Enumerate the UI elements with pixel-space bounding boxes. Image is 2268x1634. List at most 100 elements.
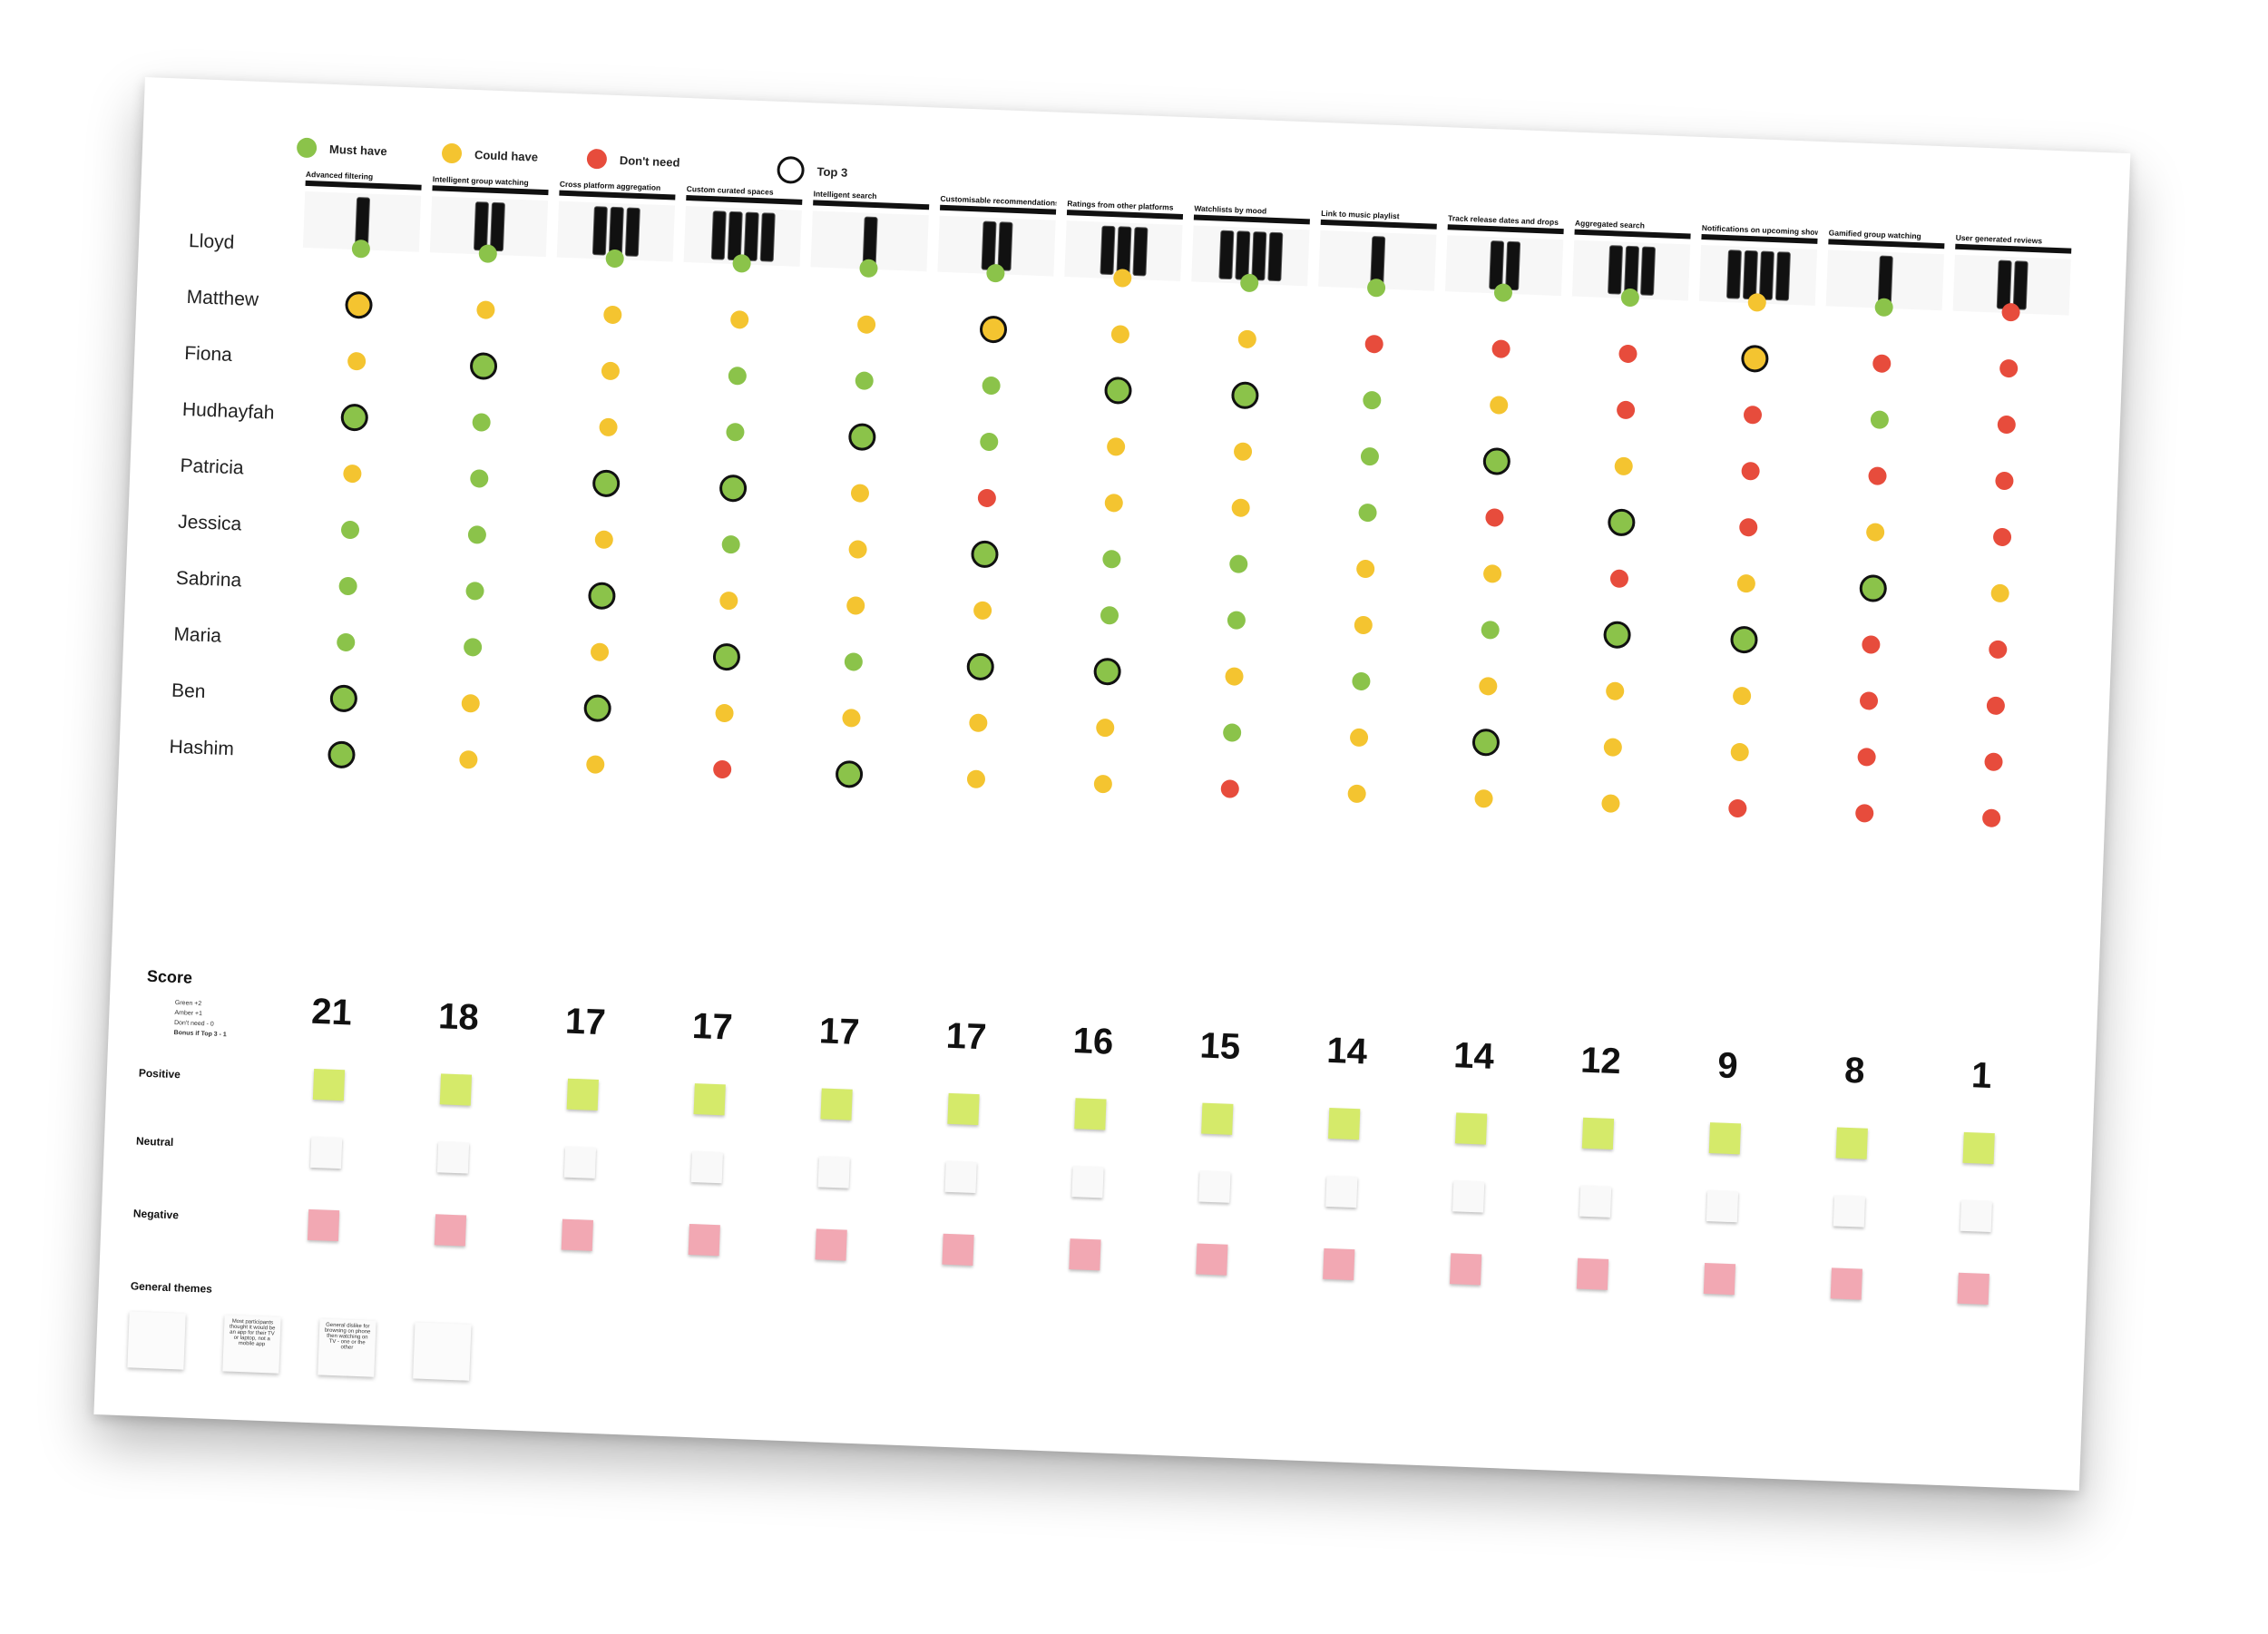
positive-sticky-note[interactable]	[1581, 1117, 1615, 1150]
phone-screen-icon	[489, 201, 505, 252]
positive-sticky-note[interactable]	[1328, 1107, 1361, 1140]
rating-dot	[1095, 718, 1115, 738]
negative-sticky-note[interactable]	[815, 1228, 847, 1261]
rating-dot	[979, 315, 1008, 344]
negative-sticky-note[interactable]	[307, 1208, 340, 1242]
positive-sticky-note[interactable]	[1835, 1127, 1868, 1159]
rating-dot	[1995, 471, 2014, 491]
rating-dot	[1732, 686, 1752, 706]
rating-dot	[1738, 517, 1758, 537]
rating-dot	[1616, 400, 1636, 420]
positive-sticky-note[interactable]	[820, 1088, 853, 1120]
rating-dot	[1478, 676, 1498, 696]
rating-dot	[587, 582, 616, 611]
negative-sticky-note[interactable]	[1957, 1272, 1989, 1305]
neutral-sticky-note[interactable]	[1706, 1190, 1739, 1223]
rating-dot	[1981, 808, 2001, 828]
participant-name: Patricia	[180, 455, 245, 479]
theme-note: Most participants thought it would be an…	[222, 1315, 281, 1374]
theme-note	[413, 1322, 472, 1381]
rating-dot	[1620, 288, 1640, 308]
feature-score: 15	[1198, 1025, 1241, 1068]
must-have-dot-icon	[296, 137, 318, 159]
rating-dot	[1093, 657, 1122, 686]
rating-dot	[1990, 583, 2010, 603]
rating-dot	[1228, 554, 1248, 574]
neutral-sticky-note[interactable]	[1071, 1166, 1104, 1199]
neutral-sticky-note[interactable]	[817, 1156, 850, 1189]
rating-dot	[1727, 798, 1747, 818]
rating-dot	[848, 540, 867, 559]
rating-dot	[968, 713, 988, 733]
neutral-sticky-note[interactable]	[1960, 1199, 1992, 1233]
negative-sticky-note[interactable]	[1576, 1257, 1609, 1290]
rating-dot	[602, 305, 622, 325]
neutral-sticky-note[interactable]	[1325, 1175, 1358, 1208]
legend-label: Top 3	[816, 164, 848, 180]
rating-dot	[1093, 774, 1113, 794]
rating-dot	[1747, 293, 1767, 312]
rating-dot	[1729, 625, 1759, 654]
rating-dot	[1360, 446, 1380, 466]
rating-dot	[585, 755, 605, 774]
rating-dot	[1347, 784, 1367, 804]
negative-sticky-note[interactable]	[1449, 1253, 1482, 1286]
negative-sticky-note[interactable]	[1196, 1243, 1228, 1276]
phone-screen-icon	[727, 210, 743, 261]
neutral-sticky-note[interactable]	[1198, 1170, 1231, 1203]
neutral-sticky-note[interactable]	[1452, 1180, 1485, 1213]
rating-dot	[1870, 410, 1890, 430]
neutral-sticky-note[interactable]	[690, 1151, 723, 1184]
participant-name: Maria	[173, 623, 222, 647]
positive-sticky-note[interactable]	[439, 1073, 473, 1106]
rating-dot	[1471, 728, 1501, 757]
phone-screen-icon	[2012, 260, 2028, 310]
rating-dot	[732, 254, 751, 273]
participant-name: Fiona	[183, 342, 233, 366]
neutral-sticky-note[interactable]	[563, 1146, 597, 1179]
rating-dot	[1603, 621, 1632, 650]
negative-sticky-note[interactable]	[434, 1214, 467, 1247]
phone-screen-icon	[1504, 240, 1520, 291]
neutral-sticky-note[interactable]	[1579, 1185, 1612, 1218]
participant-name: Jessica	[177, 511, 242, 535]
rating-dot	[979, 432, 999, 452]
rating-dot	[1857, 748, 1877, 767]
rating-dot	[1601, 794, 1620, 813]
negative-sticky-note[interactable]	[1703, 1262, 1736, 1296]
feature-score: 21	[310, 991, 353, 1033]
positive-sticky-note[interactable]	[1708, 1122, 1742, 1155]
general-themes-label: General themes	[130, 1279, 213, 1296]
neutral-sticky-note[interactable]	[1833, 1195, 1866, 1228]
neutral-sticky-note[interactable]	[309, 1136, 343, 1169]
negative-sticky-note[interactable]	[1830, 1267, 1862, 1300]
positive-sticky-note[interactable]	[1201, 1102, 1234, 1135]
phone-screen-icon	[1774, 251, 1791, 301]
neutral-sticky-note[interactable]	[436, 1141, 470, 1174]
negative-sticky-note[interactable]	[942, 1233, 974, 1266]
rating-dot	[1493, 283, 1513, 303]
positive-sticky-note[interactable]	[693, 1083, 726, 1116]
rating-dot	[1233, 442, 1253, 462]
rating-dot	[467, 525, 487, 544]
negative-sticky-note[interactable]	[688, 1223, 720, 1257]
rating-dot	[715, 703, 734, 723]
rating-dot	[1485, 508, 1504, 527]
positive-sticky-note[interactable]	[1074, 1098, 1107, 1130]
negative-sticky-note[interactable]	[1323, 1248, 1355, 1281]
rating-dot	[1482, 564, 1502, 583]
positive-sticky-note[interactable]	[566, 1078, 599, 1111]
positive-sticky-note[interactable]	[947, 1092, 980, 1126]
negative-sticky-note[interactable]	[561, 1218, 593, 1251]
phone-screen-icon	[1742, 250, 1758, 300]
phone-screen-icon	[981, 220, 997, 271]
positive-sticky-note[interactable]	[1454, 1112, 1488, 1145]
rating-dot	[599, 417, 618, 437]
positive-sticky-note[interactable]	[1962, 1131, 1995, 1165]
positive-sticky-note[interactable]	[312, 1068, 346, 1101]
rating-dot	[835, 759, 864, 788]
rating-dot	[351, 239, 371, 259]
phone-screen-icon	[1234, 230, 1250, 280]
neutral-sticky-note[interactable]	[944, 1160, 977, 1194]
negative-sticky-note[interactable]	[1069, 1238, 1101, 1271]
